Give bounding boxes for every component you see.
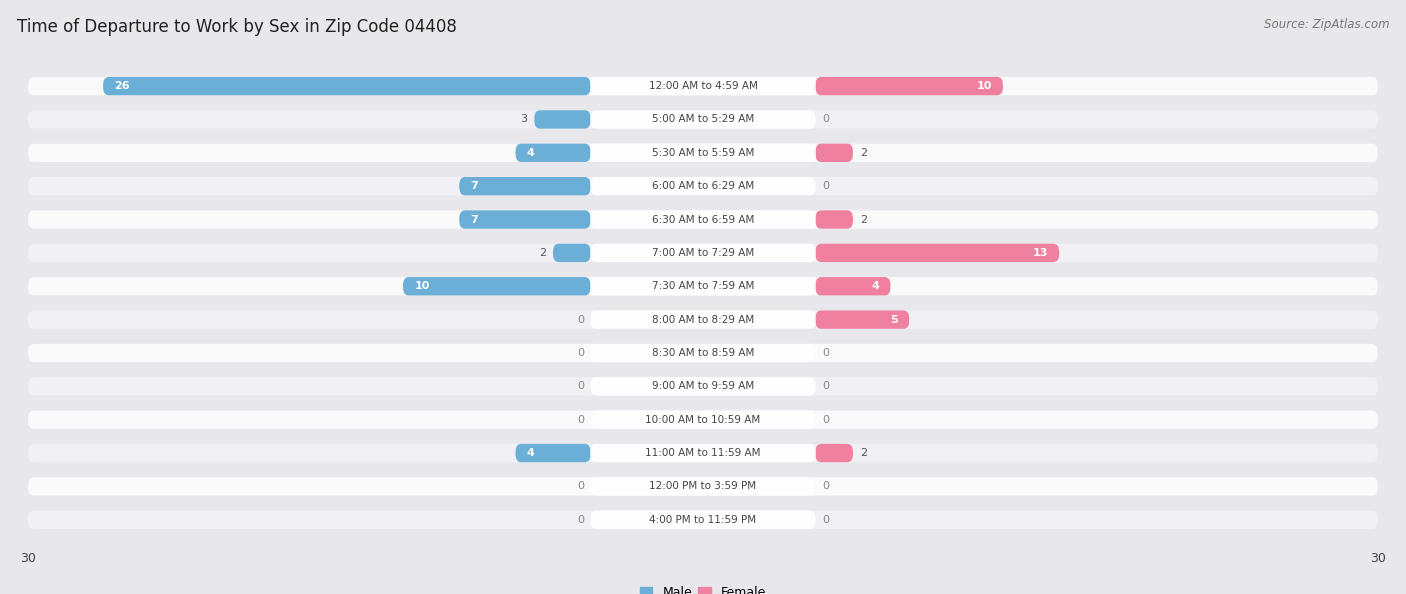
- Text: 0: 0: [823, 348, 830, 358]
- Text: 8:00 AM to 8:29 AM: 8:00 AM to 8:29 AM: [652, 315, 754, 324]
- Text: 2: 2: [538, 248, 547, 258]
- Text: 7: 7: [471, 181, 478, 191]
- Text: 0: 0: [823, 515, 830, 525]
- FancyBboxPatch shape: [591, 377, 815, 396]
- FancyBboxPatch shape: [28, 77, 1378, 95]
- Text: 4: 4: [872, 282, 879, 291]
- Legend: Male, Female: Male, Female: [640, 586, 766, 594]
- Text: 4: 4: [527, 148, 534, 158]
- FancyBboxPatch shape: [28, 277, 1378, 295]
- FancyBboxPatch shape: [591, 311, 815, 329]
- FancyBboxPatch shape: [591, 177, 815, 195]
- FancyBboxPatch shape: [28, 511, 1378, 529]
- Text: 4:00 PM to 11:59 PM: 4:00 PM to 11:59 PM: [650, 515, 756, 525]
- Text: 0: 0: [576, 481, 583, 491]
- FancyBboxPatch shape: [28, 444, 1378, 462]
- Text: 3: 3: [520, 115, 527, 125]
- FancyBboxPatch shape: [815, 144, 853, 162]
- Text: 11:00 AM to 11:59 AM: 11:00 AM to 11:59 AM: [645, 448, 761, 458]
- Text: 8:30 AM to 8:59 AM: 8:30 AM to 8:59 AM: [652, 348, 754, 358]
- Text: Source: ZipAtlas.com: Source: ZipAtlas.com: [1264, 18, 1389, 31]
- Text: 10:00 AM to 10:59 AM: 10:00 AM to 10:59 AM: [645, 415, 761, 425]
- Text: 4: 4: [527, 448, 534, 458]
- Text: 2: 2: [859, 214, 868, 225]
- FancyBboxPatch shape: [534, 110, 591, 129]
- FancyBboxPatch shape: [516, 144, 591, 162]
- Text: 7: 7: [471, 214, 478, 225]
- Text: Time of Departure to Work by Sex in Zip Code 04408: Time of Departure to Work by Sex in Zip …: [17, 18, 457, 36]
- Text: 2: 2: [859, 448, 868, 458]
- Text: 13: 13: [1032, 248, 1047, 258]
- FancyBboxPatch shape: [404, 277, 591, 295]
- Text: 0: 0: [823, 181, 830, 191]
- Text: 5:00 AM to 5:29 AM: 5:00 AM to 5:29 AM: [652, 115, 754, 125]
- Text: 0: 0: [576, 415, 583, 425]
- FancyBboxPatch shape: [591, 210, 815, 229]
- Text: 0: 0: [576, 515, 583, 525]
- Text: 0: 0: [823, 381, 830, 391]
- Text: 0: 0: [576, 348, 583, 358]
- FancyBboxPatch shape: [460, 177, 591, 195]
- Text: 0: 0: [576, 381, 583, 391]
- FancyBboxPatch shape: [815, 244, 1059, 262]
- Text: 5:30 AM to 5:59 AM: 5:30 AM to 5:59 AM: [652, 148, 754, 158]
- FancyBboxPatch shape: [553, 244, 591, 262]
- Text: 12:00 PM to 3:59 PM: 12:00 PM to 3:59 PM: [650, 481, 756, 491]
- Text: 0: 0: [823, 481, 830, 491]
- Text: 0: 0: [823, 415, 830, 425]
- FancyBboxPatch shape: [103, 77, 591, 95]
- Text: 10: 10: [976, 81, 991, 91]
- FancyBboxPatch shape: [591, 344, 815, 362]
- FancyBboxPatch shape: [591, 511, 815, 529]
- FancyBboxPatch shape: [28, 477, 1378, 495]
- Text: 0: 0: [576, 315, 583, 324]
- FancyBboxPatch shape: [28, 344, 1378, 362]
- FancyBboxPatch shape: [28, 244, 1378, 262]
- FancyBboxPatch shape: [28, 377, 1378, 396]
- FancyBboxPatch shape: [28, 311, 1378, 329]
- FancyBboxPatch shape: [591, 410, 815, 429]
- FancyBboxPatch shape: [815, 311, 910, 329]
- Text: 0: 0: [823, 115, 830, 125]
- FancyBboxPatch shape: [28, 110, 1378, 129]
- Text: 7:00 AM to 7:29 AM: 7:00 AM to 7:29 AM: [652, 248, 754, 258]
- FancyBboxPatch shape: [591, 144, 815, 162]
- FancyBboxPatch shape: [28, 410, 1378, 429]
- FancyBboxPatch shape: [460, 210, 591, 229]
- Text: 9:00 AM to 9:59 AM: 9:00 AM to 9:59 AM: [652, 381, 754, 391]
- Text: 6:30 AM to 6:59 AM: 6:30 AM to 6:59 AM: [652, 214, 754, 225]
- FancyBboxPatch shape: [28, 144, 1378, 162]
- FancyBboxPatch shape: [591, 110, 815, 129]
- Text: 26: 26: [114, 81, 129, 91]
- Text: 12:00 AM to 4:59 AM: 12:00 AM to 4:59 AM: [648, 81, 758, 91]
- FancyBboxPatch shape: [28, 177, 1378, 195]
- Text: 5: 5: [890, 315, 898, 324]
- Text: 7:30 AM to 7:59 AM: 7:30 AM to 7:59 AM: [652, 282, 754, 291]
- Text: 6:00 AM to 6:29 AM: 6:00 AM to 6:29 AM: [652, 181, 754, 191]
- FancyBboxPatch shape: [591, 477, 815, 495]
- Text: 2: 2: [859, 148, 868, 158]
- FancyBboxPatch shape: [591, 444, 815, 462]
- FancyBboxPatch shape: [591, 277, 815, 295]
- FancyBboxPatch shape: [815, 77, 1002, 95]
- FancyBboxPatch shape: [815, 210, 853, 229]
- FancyBboxPatch shape: [591, 77, 815, 95]
- FancyBboxPatch shape: [815, 277, 890, 295]
- FancyBboxPatch shape: [591, 244, 815, 262]
- FancyBboxPatch shape: [28, 210, 1378, 229]
- Text: 10: 10: [415, 282, 430, 291]
- FancyBboxPatch shape: [815, 444, 853, 462]
- FancyBboxPatch shape: [516, 444, 591, 462]
